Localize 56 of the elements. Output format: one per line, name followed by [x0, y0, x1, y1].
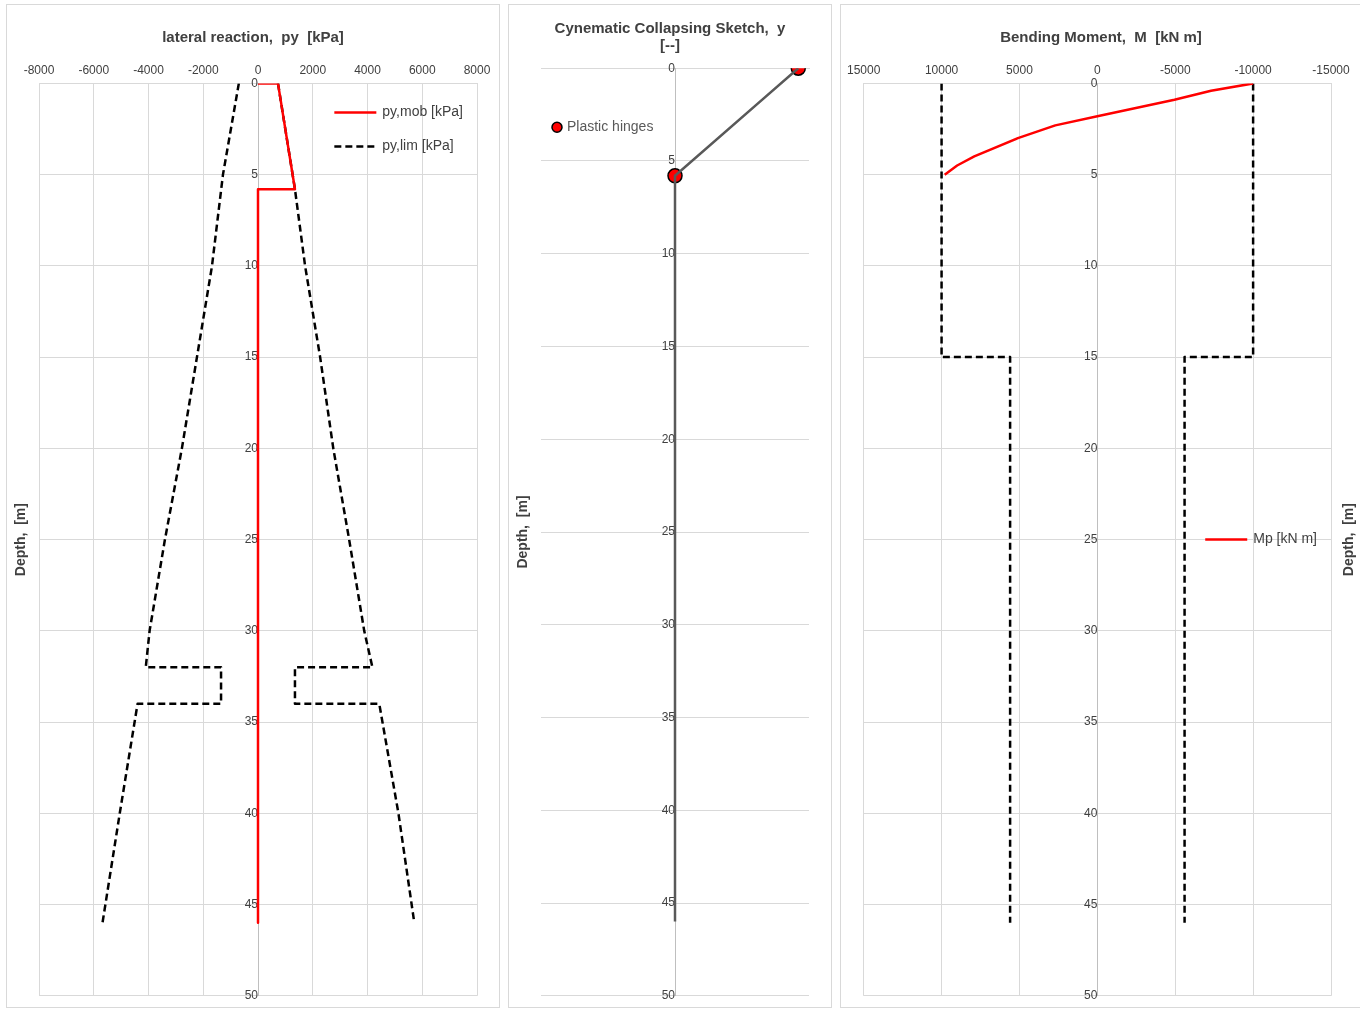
y-tick-label: 20	[244, 440, 259, 455]
y-tick-label: 40	[1083, 805, 1098, 820]
x-tick-label: 15000	[847, 62, 881, 77]
y-tick-label: 35	[1083, 714, 1098, 729]
x-tick-label: -8000	[23, 62, 55, 77]
y-tick-label: 5	[1090, 166, 1098, 181]
x-tick-label: -5000	[1159, 62, 1191, 77]
y-tick-label: 50	[1083, 988, 1098, 1003]
y-tick-label: 0	[251, 75, 259, 90]
y-tick-label: 20	[661, 431, 676, 446]
chart-title: Bending Moment, M [kN m]	[999, 26, 1203, 47]
x-tick-label: -15000	[1312, 62, 1350, 77]
y-tick-label: 15	[1083, 349, 1098, 364]
y-tick-label: 15	[244, 349, 259, 364]
legend-label: py,mob [kPa]	[382, 103, 464, 120]
y-axis-title: Depth, [m]	[1339, 503, 1356, 577]
x-tick-label: -6000	[78, 62, 110, 77]
y-axis-title: Depth, [m]	[513, 495, 530, 569]
y-tick-label: 25	[244, 531, 259, 546]
x-tick-label: 4000	[354, 62, 382, 77]
y-tick-label: 15	[661, 338, 676, 353]
y-tick-label: 40	[244, 805, 259, 820]
x-tick-label: 10000	[924, 62, 959, 77]
x-tick-label: -2000	[187, 62, 219, 77]
x-tick-label: 5000	[1006, 62, 1034, 77]
y-tick-label: 35	[661, 709, 676, 724]
y-tick-label: 25	[661, 524, 676, 539]
y-tick-label: 5	[668, 153, 676, 168]
y-tick-label: 0	[1090, 75, 1098, 90]
legend-label: Plastic hinges	[567, 118, 654, 135]
y-tick-label: 20	[1083, 440, 1098, 455]
y-tick-label: 45	[661, 895, 676, 910]
y-tick-label: 45	[1083, 896, 1098, 911]
y-axis-title: Depth, [m]	[11, 503, 28, 577]
legend-label: py,lim [kPa]	[382, 137, 454, 154]
y-tick-label: 50	[661, 988, 676, 1003]
y-tick-label: 30	[244, 623, 259, 638]
legend-label: Mp [kN m]	[1253, 530, 1317, 547]
y-tick-label: 45	[244, 896, 259, 911]
x-tick-label: 2000	[299, 62, 327, 77]
x-tick-label: 6000	[408, 62, 436, 77]
chart-title: lateral reaction, py [kPa]	[161, 26, 345, 47]
y-tick-label: 5	[251, 166, 259, 181]
y-tick-label: 50	[244, 988, 259, 1003]
y-tick-label: 35	[244, 714, 259, 729]
y-tick-label: 10	[1083, 258, 1098, 273]
y-tick-label: 25	[1083, 531, 1098, 546]
y-tick-label: 30	[661, 617, 676, 632]
x-tick-label: -4000	[133, 62, 165, 77]
y-tick-label: 40	[661, 802, 676, 817]
x-tick-label: -10000	[1234, 62, 1273, 77]
chart-title: Cynematic Collapsing Sketch, y [--]	[553, 18, 787, 55]
y-tick-label: 10	[661, 246, 676, 261]
x-tick-label: 8000	[463, 62, 491, 77]
y-tick-label: 10	[244, 258, 259, 273]
y-tick-label: 30	[1083, 623, 1098, 638]
